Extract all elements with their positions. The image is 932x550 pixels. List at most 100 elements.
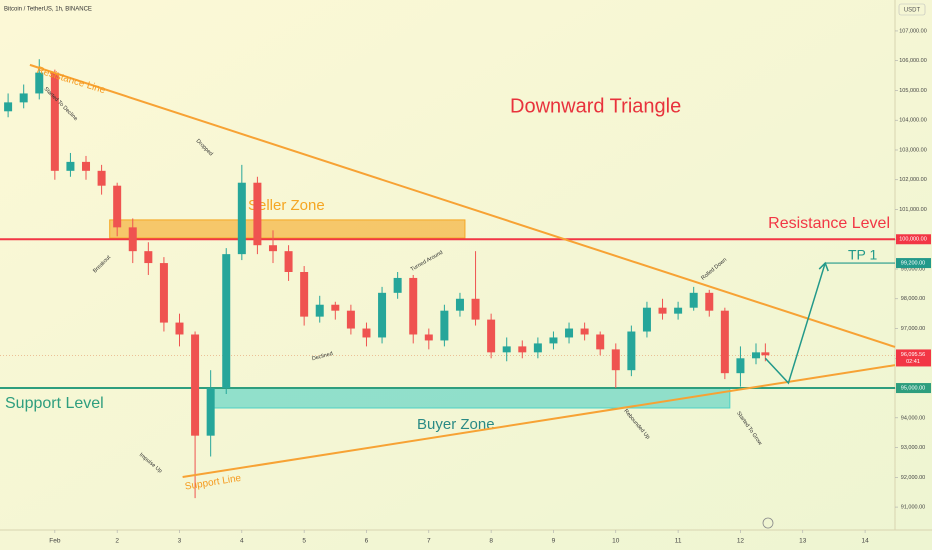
- candle-body: [378, 292, 387, 338]
- trend-line: [182, 364, 896, 479]
- candle-body: [175, 322, 184, 335]
- y-tick-label: 104,000.00: [899, 118, 927, 124]
- level-name: Support Level: [5, 395, 104, 412]
- candle-body: [35, 72, 44, 94]
- level-name: TP 1: [848, 247, 878, 263]
- candle-body: [191, 334, 200, 436]
- candle-body: [611, 349, 620, 371]
- zone: [212, 387, 731, 409]
- candle-body: [549, 337, 558, 344]
- level-label: 99,200.00: [901, 261, 925, 267]
- y-tick-label: 102,000.00: [899, 177, 927, 183]
- candle-body: [393, 277, 402, 293]
- y-tick-label: 106,000.00: [899, 58, 927, 64]
- candle-body: [487, 319, 496, 353]
- y-tick-label: 92,000.00: [901, 475, 925, 481]
- level-label-box: [896, 258, 931, 269]
- zone-label: Seller Zone: [248, 197, 325, 214]
- candle-body: [580, 328, 589, 335]
- annotation: Declined: [311, 351, 333, 362]
- current-price-label: 96,095.56: [901, 352, 925, 358]
- level-name: Resistance Level: [768, 215, 890, 232]
- candle-body: [284, 251, 293, 272]
- candle-body: [362, 328, 371, 338]
- current-price-box: [896, 349, 931, 367]
- candle-body: [674, 307, 683, 314]
- candle-body: [331, 304, 340, 311]
- countdown: 02:41: [906, 359, 920, 365]
- candle-body: [4, 102, 13, 112]
- candle-body: [237, 182, 246, 255]
- y-tick-label: 101,000.00: [899, 207, 927, 213]
- x-tick-label: 7: [427, 538, 431, 545]
- candle-body: [113, 185, 122, 228]
- x-tick-label: 8: [489, 538, 493, 545]
- candle-body: [720, 310, 729, 374]
- event-icon[interactable]: [762, 517, 774, 529]
- x-tick-label: 6: [365, 538, 369, 545]
- candle-body: [346, 310, 355, 329]
- y-tick-label: 103,000.00: [899, 147, 927, 153]
- y-tick-label: 99,000.00: [901, 266, 925, 272]
- header: Bitcoin / TetherUS, 1h, BINANCE: [4, 7, 92, 13]
- candle-body: [642, 307, 651, 332]
- candle-body: [144, 251, 153, 264]
- candle-body: [268, 245, 277, 252]
- x-tick-label: 5: [302, 538, 306, 545]
- candle-body: [596, 334, 605, 350]
- y-tick-label: 105,000.00: [899, 88, 927, 94]
- candle-body: [97, 170, 106, 186]
- candle-body: [705, 292, 714, 311]
- x-tick-label: 13: [799, 538, 807, 545]
- x-tick-label: 11: [675, 538, 682, 545]
- x-tick-label: 12: [737, 538, 745, 545]
- y-tick-label: 107,000.00: [899, 28, 927, 34]
- candle-body: [50, 72, 59, 171]
- y-tick-label: 91,000.00: [901, 505, 925, 511]
- candle-body: [455, 298, 464, 311]
- x-tick-label: 2: [115, 538, 119, 545]
- level-label: 100,000.00: [899, 237, 927, 243]
- candle-body: [315, 304, 324, 317]
- candle-body: [471, 298, 480, 320]
- candle-body: [533, 343, 542, 353]
- candle-body: [128, 227, 137, 252]
- trend-line: [29, 63, 896, 348]
- projection-arrowhead: [818, 261, 829, 272]
- y-tick-label: 97,000.00: [901, 326, 925, 332]
- candle-body: [222, 254, 231, 389]
- x-tick-label: 14: [861, 538, 869, 545]
- y-tick-label: 98,000.00: [901, 296, 925, 302]
- projection-path: [764, 262, 826, 385]
- candle-body: [689, 292, 698, 308]
- currency-box[interactable]: [898, 3, 926, 16]
- currency: USDT: [904, 8, 921, 14]
- candle-body: [66, 161, 75, 171]
- candle-body: [159, 263, 168, 323]
- x-tick-label: 3: [178, 538, 182, 545]
- level-label: 95,000.00: [901, 386, 925, 392]
- level-label-box: [896, 383, 931, 394]
- zone-label: Buyer Zone: [417, 416, 495, 433]
- x-tick-label: 9: [552, 538, 556, 545]
- x-tick-label: 10: [612, 538, 620, 545]
- candle-body: [752, 352, 761, 359]
- candle-body: [440, 310, 449, 341]
- candle-body: [206, 388, 215, 436]
- candle-body: [565, 328, 574, 338]
- candle-body: [409, 277, 418, 335]
- y-tick-label: 93,000.00: [901, 445, 925, 451]
- candle-body: [300, 271, 309, 317]
- candle-body: [253, 182, 262, 246]
- candle-body: [19, 93, 28, 103]
- y-tick-label: 94,000.00: [901, 415, 925, 421]
- candle-body: [761, 352, 770, 356]
- level-label-box: [896, 234, 931, 245]
- candle-body: [627, 331, 636, 371]
- zone: [109, 219, 466, 239]
- x-tick-label: Feb: [49, 538, 61, 545]
- candle-body: [518, 346, 527, 353]
- x-tick-label: 4: [240, 538, 244, 545]
